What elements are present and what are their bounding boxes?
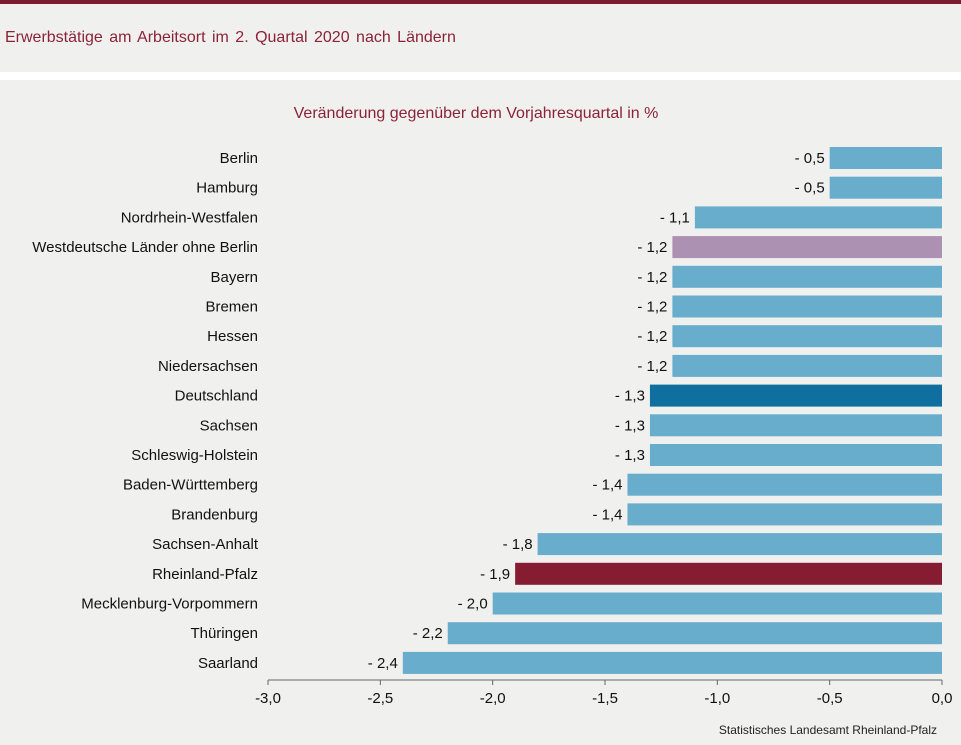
- value-label-bremen: - 1,2: [637, 299, 667, 316]
- bar-sachsen-anhalt: [537, 533, 942, 556]
- bars-layer: Berlin - 0,5 Hamburg - 0,5 Nordrhein-Westfal…: [32, 147, 942, 674]
- bar-westdeutsche-laender-ohne-berlin: [672, 236, 942, 259]
- category-label-rheinland-pfalz: Rheinland-Pfalz: [152, 566, 258, 583]
- category-label-westdeutsche-laender-ohne-berlin: Westdeutsche Länder ohne Berlin: [32, 239, 258, 256]
- value-label-berlin: - 0,5: [795, 150, 825, 167]
- value-label-saarland: - 2,4: [368, 655, 398, 672]
- category-label-mecklenburg-vorpommern: Mecklenburg-Vorpommern: [81, 596, 258, 613]
- bar-hamburg: [829, 176, 942, 199]
- x-tick-label: -1,5: [592, 690, 618, 707]
- x-tick-label: -2,5: [367, 690, 393, 707]
- bar-mecklenburg-vorpommern: [492, 592, 942, 615]
- category-label-sachsen: Sachsen: [200, 417, 258, 434]
- value-label-schleswig-holstein: - 1,3: [615, 447, 645, 464]
- x-tick-label: 0,0: [932, 690, 953, 707]
- value-label-mecklenburg-vorpommern: - 2,0: [458, 596, 488, 613]
- category-label-schleswig-holstein: Schleswig-Holstein: [131, 447, 258, 464]
- x-tick-label: -3,0: [255, 690, 281, 707]
- bar-niedersachsen: [672, 354, 942, 377]
- x-tick-label: -0,5: [817, 690, 843, 707]
- value-label-hessen: - 1,2: [637, 328, 667, 345]
- bar-brandenburg: [627, 503, 942, 526]
- category-label-berlin: Berlin: [220, 150, 258, 167]
- bar-bremen: [672, 295, 942, 318]
- value-label-deutschland: - 1,3: [615, 388, 645, 405]
- category-label-baden-wuerttemberg: Baden-Württemberg: [123, 477, 258, 494]
- category-label-nordrhein-westfalen: Nordrhein-Westfalen: [121, 209, 258, 226]
- value-label-nordrhein-westfalen: - 1,1: [660, 209, 690, 226]
- value-label-baden-wuerttemberg: - 1,4: [592, 477, 622, 494]
- page-title: Erwerbstätige am Arbeitsort im 2. Quarta…: [5, 29, 456, 46]
- value-label-westdeutsche-laender-ohne-berlin: - 1,2: [637, 239, 667, 256]
- bar-rheinland-pfalz: [515, 562, 942, 585]
- bar-thueringen: [447, 622, 942, 645]
- value-label-hamburg: - 0,5: [795, 180, 825, 197]
- category-label-niedersachsen: Niedersachsen: [158, 358, 258, 375]
- value-label-brandenburg: - 1,4: [592, 506, 622, 523]
- bar-deutschland: [649, 384, 942, 407]
- category-label-brandenburg: Brandenburg: [171, 506, 258, 523]
- bar-schleswig-holstein: [649, 444, 942, 466]
- bar-saarland: [402, 651, 942, 674]
- bar-sachsen: [649, 414, 942, 437]
- x-tick-label: -1,0: [704, 690, 730, 707]
- category-label-thueringen: Thüringen: [190, 625, 258, 642]
- bar-baden-wuerttemberg: [627, 473, 942, 496]
- bar-bayern: [672, 265, 942, 288]
- category-label-saarland: Saarland: [198, 655, 258, 672]
- value-label-bayern: - 1,2: [637, 269, 667, 286]
- category-label-deutschland: Deutschland: [175, 388, 258, 405]
- value-label-niedersachsen: - 1,2: [637, 358, 667, 375]
- value-label-sachsen: - 1,3: [615, 417, 645, 434]
- header-separator: [0, 72, 961, 80]
- x-tick-label: -2,0: [480, 690, 506, 707]
- bar-berlin: [829, 147, 942, 169]
- value-label-rheinland-pfalz: - 1,9: [480, 566, 510, 583]
- chart-subtitle: Veränderung gegenüber dem Vorjahresquart…: [294, 105, 659, 122]
- top-rule: [0, 0, 961, 4]
- category-label-bremen: Bremen: [205, 299, 258, 316]
- bar-hessen: [672, 325, 942, 348]
- category-label-hamburg: Hamburg: [196, 180, 258, 197]
- source-note: Statistisches Landesamt Rheinland-Pfalz: [718, 723, 937, 737]
- value-label-sachsen-anhalt: - 1,8: [503, 536, 533, 553]
- category-label-bayern: Bayern: [210, 269, 258, 286]
- x-axis: -3,0 -2,5 -2,0 -1,5 -1,0 -0,5 0,0: [255, 679, 953, 707]
- value-label-thueringen: - 2,2: [413, 625, 443, 642]
- category-label-sachsen-anhalt: Sachsen-Anhalt: [152, 536, 259, 553]
- bar-nordrhein-westfalen: [694, 206, 942, 229]
- category-label-hessen: Hessen: [207, 328, 258, 345]
